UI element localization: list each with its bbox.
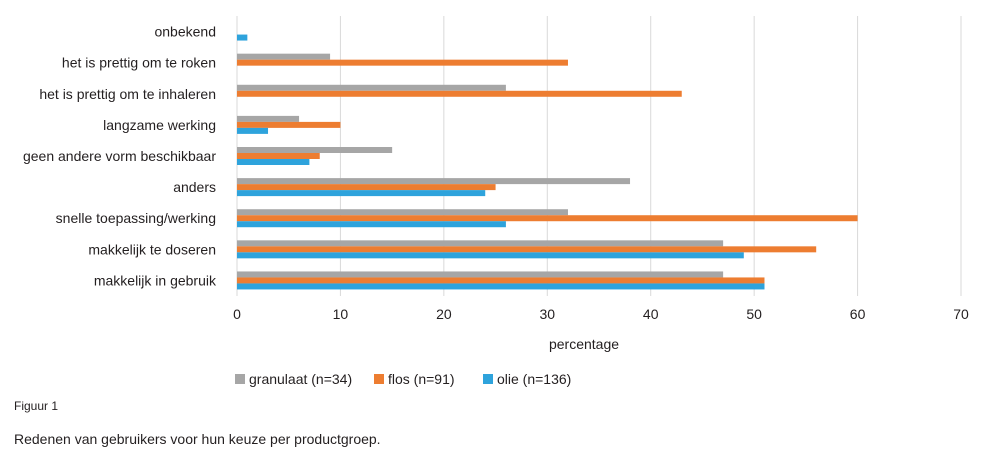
- category-label: geen andere vorm beschikbaar: [23, 148, 216, 164]
- bar: [237, 283, 765, 290]
- bar-chart: onbekend het is prettig om te roken het is…: [23, 16, 969, 387]
- bar: [237, 115, 300, 122]
- legend-swatch: [483, 374, 493, 384]
- category-label: anders: [173, 179, 216, 195]
- bar: [237, 246, 817, 253]
- x-tick-label: 10: [333, 306, 349, 322]
- x-tick-labels: 0 10 20 30 40 50 60 70: [233, 306, 969, 322]
- category-label: langzame werking: [103, 117, 216, 133]
- figure-caption: Redenen van gebruikers voor hun keuze pe…: [14, 431, 381, 447]
- bar: [237, 90, 682, 97]
- x-tick-label: 40: [643, 306, 659, 322]
- bar: [237, 277, 765, 284]
- bar: [237, 190, 486, 197]
- bar: [237, 209, 568, 216]
- bars: [237, 34, 858, 290]
- legend: granulaat (n=34) flos (n=91) olie (n=136): [235, 371, 571, 387]
- x-tick-label: 30: [539, 306, 555, 322]
- x-tick-label: 20: [436, 306, 452, 322]
- category-label: het is prettig om te inhaleren: [39, 86, 216, 102]
- bar: [237, 215, 858, 222]
- category-label: makkelijk in gebruik: [94, 272, 217, 288]
- category-label: onbekend: [154, 24, 216, 40]
- bar: [237, 178, 631, 185]
- bar: [237, 127, 269, 134]
- x-tick-label: 60: [850, 306, 866, 322]
- bar: [237, 240, 724, 247]
- bar: [237, 53, 331, 60]
- bar: [237, 84, 506, 91]
- legend-label: granulaat (n=34): [249, 371, 352, 387]
- category-label: snelle toepassing/werking: [56, 210, 216, 226]
- category-label: makkelijk te doseren: [88, 241, 216, 257]
- bar: [237, 147, 393, 153]
- bar: [237, 252, 744, 259]
- bar: [237, 159, 310, 165]
- figure-label: Figuur 1: [14, 399, 59, 413]
- bar: [237, 59, 568, 66]
- x-tick-label: 70: [953, 306, 969, 322]
- legend-label: olie (n=136): [497, 371, 571, 387]
- bar: [237, 34, 248, 41]
- x-tick-label: 0: [233, 306, 241, 322]
- bar: [237, 221, 506, 228]
- bar: [237, 153, 320, 159]
- bar: [237, 184, 496, 191]
- bar: [237, 121, 341, 128]
- legend-swatch: [374, 374, 384, 384]
- category-labels: onbekend het is prettig om te roken het is…: [23, 24, 217, 289]
- bar: [237, 271, 724, 278]
- x-axis-title: percentage: [549, 336, 619, 352]
- legend-label: flos (n=91): [388, 371, 455, 387]
- x-tick-label: 50: [746, 306, 762, 322]
- legend-swatch: [235, 374, 245, 384]
- category-label: het is prettig om te roken: [62, 55, 216, 71]
